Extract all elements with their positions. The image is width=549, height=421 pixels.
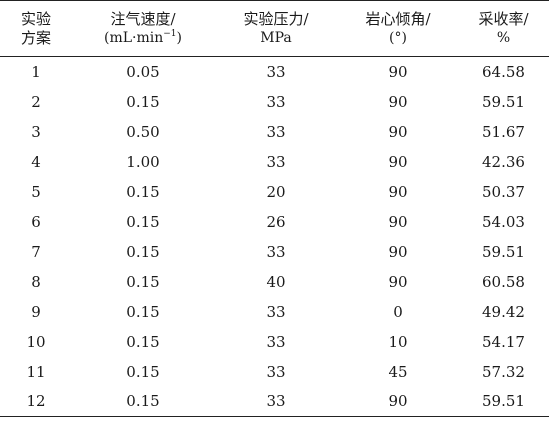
header-recovery-unit: %: [496, 30, 511, 46]
cell-recovery: 54.03: [482, 212, 525, 231]
cell-pressure: 33: [266, 392, 286, 411]
table-row: 10 0.15 33 10 54.17: [0, 327, 549, 357]
table-row: 5 0.15 20 90 50.37: [0, 177, 549, 207]
header-pressure-unit: MPa: [260, 30, 292, 46]
cell-injection-rate: 0.15: [126, 182, 160, 201]
header-scheme: 实验 方案: [0, 1, 72, 57]
cell-injection-rate: 0.15: [126, 212, 160, 231]
cell-pressure: 33: [266, 152, 286, 171]
header-injection-rate: 注气速度/ (mL·min−1): [72, 1, 214, 57]
cell-scheme: 12: [26, 392, 46, 411]
header-angle-unit: (°): [389, 30, 407, 46]
cell-injection-rate: 0.15: [126, 332, 160, 351]
cell-core-angle: 90: [388, 152, 408, 171]
table-row: 4 1.00 33 90 42.36: [0, 147, 549, 177]
header-rate-unit-base: (mL·min: [103, 30, 164, 46]
cell-scheme: 7: [31, 242, 41, 261]
header-pressure: 实验压力/ MPa: [214, 1, 338, 57]
cell-scheme: 3: [31, 122, 41, 141]
table-row: 9 0.15 33 0 49.42: [0, 297, 549, 327]
cell-pressure: 33: [266, 242, 286, 261]
cell-core-angle: 10: [388, 332, 408, 351]
header-rate-unit: (mL·min−1): [72, 29, 214, 48]
header-rate-line1: 注气速度/: [110, 10, 176, 28]
header-scheme-line1: 实验: [20, 10, 51, 28]
cell-injection-rate: 0.15: [126, 92, 160, 111]
cell-core-angle: 90: [388, 62, 408, 81]
cell-recovery: 64.58: [482, 62, 525, 81]
header-scheme-line2: 方案: [20, 29, 51, 47]
cell-recovery: 54.17: [482, 332, 525, 351]
cell-injection-rate: 0.15: [126, 362, 160, 381]
cell-recovery: 51.67: [482, 122, 525, 141]
cell-injection-rate: 0.15: [126, 392, 160, 411]
cell-pressure: 33: [266, 122, 286, 141]
cell-recovery: 59.51: [482, 392, 525, 411]
table-row: 8 0.15 40 90 60.58: [0, 267, 549, 297]
cell-core-angle: 45: [388, 362, 408, 381]
header-rate-unit-exponent: −1: [163, 29, 177, 39]
cell-core-angle: 90: [388, 122, 408, 141]
cell-pressure: 33: [266, 362, 286, 381]
cell-core-angle: 90: [388, 242, 408, 261]
cell-core-angle: 0: [393, 302, 403, 321]
cell-injection-rate: 0.15: [126, 242, 160, 261]
header-angle-line1: 岩心倾角/: [365, 10, 431, 28]
cell-recovery: 60.58: [482, 272, 525, 291]
header-pressure-line1: 实验压力/: [243, 10, 309, 28]
cell-pressure: 33: [266, 62, 286, 81]
cell-core-angle: 90: [388, 92, 408, 111]
cell-scheme: 10: [26, 332, 46, 351]
table-row: 6 0.15 26 90 54.03: [0, 207, 549, 237]
cell-pressure: 26: [266, 212, 286, 231]
cell-recovery: 57.32: [482, 362, 525, 381]
cell-scheme: 2: [31, 92, 41, 111]
cell-pressure: 33: [266, 302, 286, 321]
table-header: 实验 方案 注气速度/ (mL·min−1) 实验压力/ MPa 岩心倾角/ (…: [0, 0, 549, 57]
header-rate-unit-close: ): [176, 30, 182, 46]
cell-recovery: 59.51: [482, 242, 525, 261]
table-row: 11 0.15 33 45 57.32: [0, 357, 549, 387]
cell-injection-rate: 0.15: [126, 272, 160, 291]
cell-core-angle: 90: [388, 182, 408, 201]
cell-injection-rate: 0.05: [126, 62, 160, 81]
table-row: 1 0.05 33 90 64.58: [0, 57, 549, 87]
table-body: 1 0.05 33 90 64.58 2 0.15 33 90 59.51 3 0.50 33 90 51.…: [0, 57, 549, 417]
table-row: 12 0.15 33 90 59.51: [0, 387, 549, 417]
cell-pressure: 20: [266, 182, 286, 201]
cell-scheme: 9: [31, 302, 41, 321]
cell-recovery: 42.36: [482, 152, 525, 171]
cell-recovery: 59.51: [482, 92, 525, 111]
cell-scheme: 1: [31, 62, 41, 81]
cell-injection-rate: 0.50: [126, 122, 160, 141]
cell-scheme: 6: [31, 212, 41, 231]
cell-recovery: 49.42: [482, 302, 525, 321]
cell-pressure: 33: [266, 332, 286, 351]
cell-core-angle: 90: [388, 392, 408, 411]
header-core-angle: 岩心倾角/ (°): [338, 1, 458, 57]
cell-core-angle: 90: [388, 212, 408, 231]
table-row: 2 0.15 33 90 59.51: [0, 87, 549, 117]
header-row: 实验 方案 注气速度/ (mL·min−1) 实验压力/ MPa 岩心倾角/ (…: [0, 0, 549, 57]
cell-scheme: 5: [31, 182, 41, 201]
cell-scheme: 8: [31, 272, 41, 291]
header-recovery-line1: 采收率/: [478, 10, 529, 28]
header-recovery: 采收率/ %: [458, 1, 549, 57]
cell-scheme: 4: [31, 152, 41, 171]
cell-pressure: 40: [266, 272, 286, 291]
cell-injection-rate: 0.15: [126, 302, 160, 321]
cell-scheme: 11: [26, 362, 46, 381]
cell-recovery: 50.37: [482, 182, 525, 201]
table-row: 3 0.50 33 90 51.67: [0, 117, 549, 147]
table-row: 7 0.15 33 90 59.51: [0, 237, 549, 267]
cell-core-angle: 90: [388, 272, 408, 291]
cell-injection-rate: 1.00: [126, 152, 160, 171]
cell-pressure: 33: [266, 92, 286, 111]
